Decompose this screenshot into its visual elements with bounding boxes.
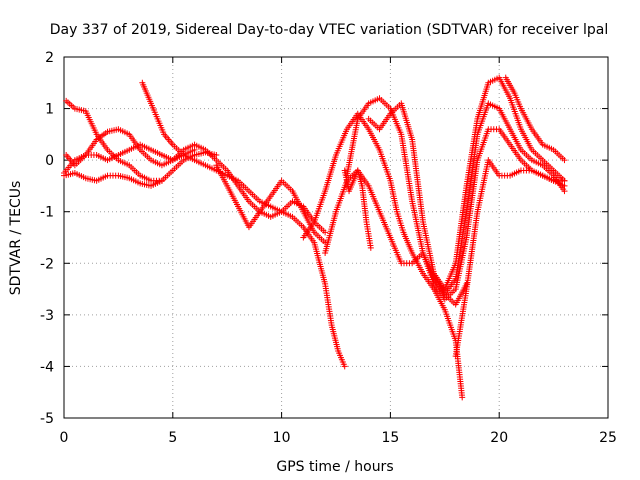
- data-point: [459, 394, 466, 401]
- series-arc-15: [452, 157, 568, 360]
- x-tick-label: 5: [168, 430, 177, 446]
- series-arc-8: [300, 110, 466, 401]
- series-arc-14: [502, 74, 568, 164]
- data-marks: [61, 74, 568, 401]
- data-point: [213, 151, 220, 158]
- series-arc-13: [430, 74, 568, 293]
- series-arc-10: [341, 167, 374, 251]
- y-tick-label: -2: [40, 256, 54, 272]
- y-tick-label: 1: [45, 102, 54, 118]
- data-point: [158, 177, 165, 184]
- x-tick-label: 25: [599, 430, 617, 446]
- series-arc-4: [63, 126, 176, 169]
- y-axis-title: SDTVAR / TECUs: [8, 181, 24, 296]
- chart-title: Day 337 of 2019, Sidereal Day-to-day VTE…: [50, 22, 608, 38]
- data-point: [322, 229, 329, 236]
- x-tick-label: 20: [490, 430, 508, 446]
- data-point: [561, 177, 568, 184]
- data-point: [191, 146, 198, 153]
- axis-ticks: 0 5 10 15 20 25 -5 -4 -3 -2 -1 0 1 2: [40, 50, 617, 446]
- y-tick-label: -5: [40, 411, 54, 427]
- series-arc-11: [343, 95, 568, 303]
- data-point: [561, 157, 568, 164]
- data-point: [367, 244, 374, 251]
- plot-frame: [63, 56, 609, 419]
- x-tick-label: 0: [60, 430, 69, 446]
- y-tick-label: -3: [40, 308, 54, 324]
- data-point: [561, 188, 568, 195]
- y-tick-label: 0: [45, 153, 54, 169]
- y-tick-label: 2: [45, 50, 54, 66]
- grid: [64, 57, 608, 418]
- x-tick-label: 15: [381, 430, 399, 446]
- series-arc-3: [63, 97, 165, 184]
- y-tick-label: -1: [40, 205, 54, 221]
- y-tick-label: -4: [40, 359, 54, 375]
- data-point: [341, 363, 348, 370]
- x-tick-label: 10: [273, 430, 291, 446]
- data-point: [561, 182, 568, 189]
- x-axis-title: GPS time / hours: [276, 459, 393, 475]
